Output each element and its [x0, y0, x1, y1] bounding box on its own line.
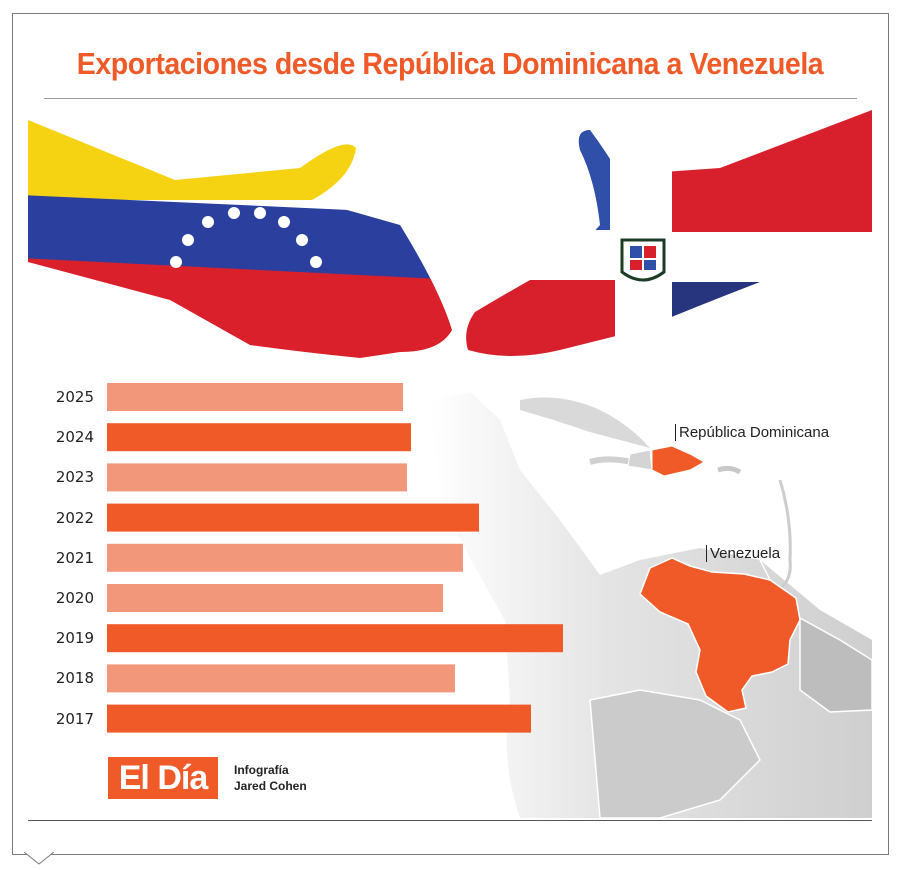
credit-infografia: Infografía: [234, 763, 289, 777]
year-label-2022: 2022: [55, 508, 94, 527]
haiti-shape: [627, 449, 653, 471]
year-label-2018: 2018: [55, 669, 94, 688]
venezuela-flag-hand: [28, 120, 452, 358]
bar-2020: [107, 584, 443, 612]
year-label-2019: 2019: [55, 629, 94, 648]
dominican-coat-of-arms: [620, 238, 666, 282]
venezuela-label: Venezuela: [706, 545, 780, 562]
chart-title: Exportaciones desde República Dominicana…: [76, 46, 824, 81]
bar-2021: [107, 543, 463, 572]
dominican-republic-label: República Dominicana: [675, 424, 829, 441]
year-label-2025: 2025: [55, 388, 94, 406]
bar-2017: [107, 704, 531, 733]
caribbean-map: [430, 392, 873, 819]
dominican-republic-shape: [651, 445, 706, 477]
title-divider: [44, 98, 857, 99]
year-label-2024: 2024: [55, 428, 94, 447]
bar-2023: [107, 463, 407, 492]
credit-author: Jared Cohen: [234, 779, 307, 793]
bar-2024: [107, 423, 411, 452]
bar-2022: [107, 503, 479, 532]
venezuela-stars: [170, 207, 322, 268]
bar-2019: [107, 624, 563, 653]
year-label-2017: 2017: [55, 709, 94, 728]
year-label-2023: 2023: [55, 468, 94, 487]
bar-2025: [107, 383, 403, 411]
bar-2018: [107, 664, 455, 693]
frame-notch: [24, 852, 54, 865]
bottom-divider: [28, 820, 872, 821]
year-label-2021: 2021: [55, 548, 94, 567]
el-dia-logo: El Día: [108, 757, 218, 799]
year-label-2020: 2020: [55, 589, 94, 607]
dominican-flag-hand: [466, 110, 872, 356]
bar-series: [107, 383, 563, 733]
venezuela-shape: [639, 557, 801, 713]
